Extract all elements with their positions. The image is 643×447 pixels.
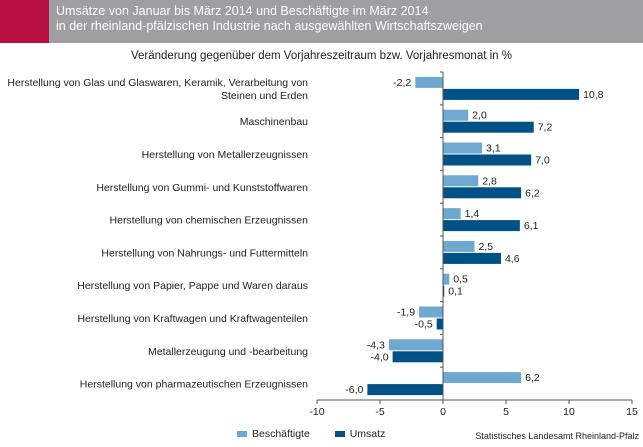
legend: Beschäftigte Umsatz (237, 428, 407, 440)
source-note: Statistisches Landesamt Rheinland-Pfalz (475, 431, 639, 441)
data-label-umsatz-8: -0,5 (415, 319, 433, 331)
data-label-beschaeftigte-6: 2,5 (479, 241, 494, 253)
category-label-2: Maschinenbau (240, 116, 308, 128)
data-label-beschaeftigte-9: -4,3 (367, 339, 385, 351)
bar-umsatz-6 (443, 252, 501, 264)
data-label-beschaeftigte-5: 1,4 (465, 208, 480, 220)
data-label-umsatz-7: 0,1 (448, 286, 463, 298)
data-label-umsatz-9: -4,0 (371, 351, 389, 363)
data-label-beschaeftigte-3: 3,1 (486, 143, 501, 155)
legend-swatch-umsatz (334, 431, 345, 438)
data-label-umsatz-5: 6,1 (524, 220, 539, 232)
chart-subtitle: Veränderung gegenüber dem Vorjahreszeitr… (130, 50, 512, 62)
data-label-umsatz-4: 6,2 (525, 187, 540, 199)
category-label-8: Herstellung von Kraftwagen und Kraftwage… (77, 313, 308, 325)
x-tick-label-15: 15 (626, 406, 638, 418)
chart-title: Umsätze von Januar bis März 2014 und Bes… (56, 4, 636, 34)
chart-title-line-2: in der rheinland-pfälzischen Industrie n… (56, 19, 483, 33)
bar-beschaeftigte-5 (443, 208, 461, 220)
bar-umsatz-10 (367, 384, 443, 396)
legend-swatch-beschaeftigte (237, 431, 247, 438)
category-label-3: Herstellung von Metallerzeugnissen (142, 149, 308, 161)
data-label-beschaeftigte-8: -1,9 (397, 307, 415, 319)
x-tick-label-10: 10 (563, 406, 575, 418)
category-label-9: Metallerzeugung und -bearbeitung (148, 346, 308, 358)
header-accent-block (0, 0, 49, 43)
bar-beschaeftigte-6 (443, 240, 475, 252)
x-tick-label-0: 0 (440, 406, 446, 418)
category-label-4: Herstellung von Gummi- und Kunststoffwar… (96, 182, 308, 194)
legend-label-beschaeftigte: Beschäftigte (252, 428, 310, 440)
category-label-1-line-1: Herstellung von Glas und Glaswaren, Kera… (7, 77, 308, 89)
chart-header: Umsätze von Januar bis März 2014 und Bes… (0, 0, 643, 43)
data-label-umsatz-2: 7,2 (538, 122, 553, 134)
bar-beschaeftigte-3 (443, 142, 483, 154)
bar-beschaeftigte-7 (443, 273, 450, 285)
data-label-umsatz-10: -6,0 (345, 384, 363, 396)
chart-title-line-1: Umsätze von Januar bis März 2014 und Bes… (56, 4, 429, 18)
bar-umsatz-5 (443, 220, 520, 232)
x-tick-label--5: -5 (375, 406, 384, 418)
data-label-umsatz-6: 4,6 (505, 253, 520, 265)
bar-beschaeftigte-9 (388, 339, 443, 351)
legend-label-umsatz: Umsatz (349, 428, 386, 440)
bar-umsatz-3 (443, 154, 532, 166)
data-label-umsatz-3: 7,0 (535, 155, 550, 167)
legend-item-beschaeftigte: Beschäftigte (237, 428, 310, 440)
bar-beschaeftigte-10 (443, 372, 522, 384)
bar-beschaeftigte-8 (419, 306, 443, 318)
x-tick-label--10: -10 (309, 406, 324, 418)
data-label-beschaeftigte-7: 0,5 (453, 274, 468, 286)
legend-item-umsatz: Umsatz (334, 428, 386, 440)
bar-umsatz-1 (443, 88, 580, 100)
category-label-1-line-2: Steinen und Erden (221, 90, 308, 102)
bar-umsatz-9 (392, 351, 443, 363)
category-label-5: Herstellung von chemischen Erzeugnissen (110, 215, 309, 227)
bar-beschaeftigte-2 (443, 109, 469, 121)
bar-umsatz-8 (436, 318, 443, 330)
category-label-6: Herstellung von Nahrungs- und Futtermitt… (101, 247, 308, 259)
data-label-beschaeftigte-10: 6,2 (525, 372, 540, 384)
category-label-10: Herstellung von pharmazeutischen Erzeugn… (80, 379, 308, 391)
bar-beschaeftigte-1 (415, 76, 443, 88)
bar-umsatz-7 (443, 285, 445, 297)
x-tick-label-5: 5 (503, 406, 509, 418)
category-label-7: Herstellung von Papier, Pappe und Waren … (77, 280, 308, 292)
data-label-umsatz-1: 10,8 (583, 89, 604, 101)
bar-beschaeftigte-4 (443, 175, 479, 187)
data-label-beschaeftigte-1: -2,2 (393, 77, 411, 89)
data-label-beschaeftigte-2: 2,0 (472, 110, 487, 122)
bar-umsatz-4 (443, 187, 522, 199)
bar-umsatz-2 (443, 121, 534, 133)
data-label-beschaeftigte-4: 2,8 (482, 175, 497, 187)
